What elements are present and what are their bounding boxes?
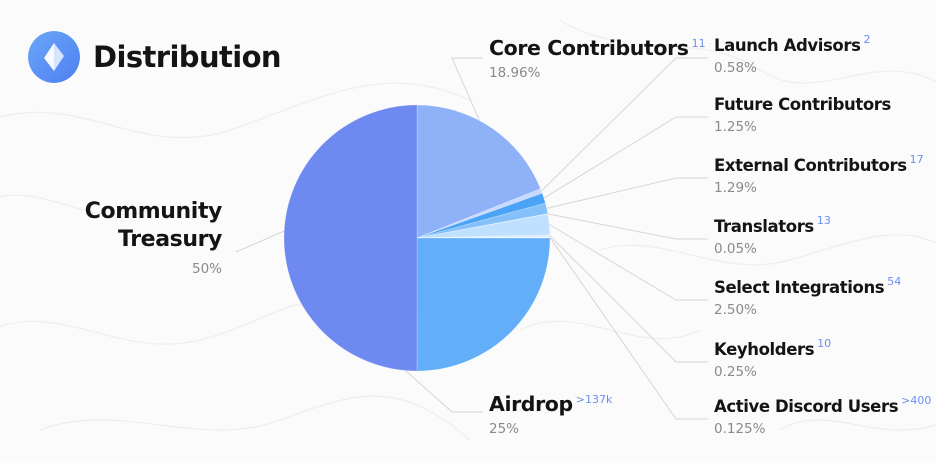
- slice-count: 10: [817, 337, 832, 350]
- leader-line-active-discord-users: [549, 237, 708, 420]
- label-select-integrations: Select Integrations 54 2.50%: [714, 275, 902, 318]
- leader-line-select-integrations: [549, 224, 708, 301]
- pie-slice-core-contributors: [416, 104, 541, 239]
- slice-percent: 25%: [489, 421, 520, 437]
- header: Distribution: [28, 31, 282, 83]
- slice-count: 54: [887, 275, 902, 288]
- pie-slice-community-treasury: [283, 104, 418, 372]
- label-keyholders: Keyholders 10 0.25%: [714, 337, 832, 380]
- slice-name: External Contributors: [714, 156, 907, 175]
- leader-line-keyholders: [549, 235, 708, 363]
- page-title: Distribution: [93, 40, 282, 74]
- ens-logo-icon: [28, 31, 80, 83]
- leader-line-launch-advisors: [541, 57, 708, 192]
- label-translators: Translators 13 0.05%: [714, 214, 831, 257]
- label-airdrop: Airdrop >137k 25%: [489, 392, 612, 437]
- leader-line-community-treasury: [235, 230, 285, 253]
- slice-percent: 18.96%: [489, 65, 541, 81]
- slice-count: 17: [909, 153, 924, 166]
- leader-line-translators: [547, 213, 708, 240]
- label-launch-advisors: Launch Advisors 2 0.58%: [714, 33, 871, 76]
- slice-name: Launch Advisors: [714, 36, 861, 55]
- slice-count: 13: [816, 214, 831, 227]
- slice-count: >400: [901, 394, 932, 407]
- pie-slice-airdrop: [416, 237, 551, 372]
- slice-percent: 1.29%: [714, 180, 757, 196]
- leader-line-core-contributors: [451, 57, 483, 121]
- label-future-contributors: Future Contributors 1.25%: [714, 95, 894, 135]
- leader-line-airdrop: [405, 370, 483, 413]
- leader-line-future-contributors: [543, 116, 708, 199]
- slice-name: Active Discord Users: [714, 397, 899, 416]
- slice-count: 11: [691, 37, 706, 50]
- slice-name: Select Integrations: [714, 278, 885, 297]
- contour-line: [0, 82, 471, 139]
- label-external-contributors: External Contributors 17 1.29%: [714, 153, 924, 196]
- slice-name: Keyholders: [714, 340, 815, 359]
- slice-percent: 0.58%: [714, 60, 757, 76]
- leader-line-external-contributors: [546, 177, 708, 209]
- slice-percent: 1.25%: [714, 119, 757, 135]
- contour-line: [559, 19, 936, 84]
- slice-name: Translators: [714, 217, 814, 236]
- pie-slice-external-contributors: [416, 202, 549, 239]
- label-active-discord-users: Active Discord Users >400 0.125%: [714, 394, 932, 437]
- contour-line: [599, 234, 936, 266]
- slice-name: Community Treasury: [84, 199, 223, 252]
- label-core-contributors: Core Contributors 11 18.96%: [489, 36, 706, 81]
- contour-line: [0, 194, 151, 216]
- slice-name: Core Contributors: [489, 36, 689, 60]
- slice-percent: 0.125%: [714, 421, 766, 437]
- slice-percent: 50%: [191, 261, 222, 277]
- slice-count: >137k: [575, 393, 613, 406]
- slice-count: 2: [863, 33, 871, 46]
- slice-percent: 0.25%: [714, 364, 757, 380]
- slice-name: Future Contributors: [714, 95, 891, 114]
- slice-percent: 2.50%: [714, 302, 757, 318]
- slice-percent: 0.05%: [714, 241, 757, 257]
- contour-line: [519, 320, 701, 340]
- contour-line: [39, 395, 471, 441]
- label-community-treasury: Community Treasury 50%: [40, 198, 223, 277]
- slice-name: Airdrop: [489, 392, 573, 416]
- contour-line: [779, 419, 936, 431]
